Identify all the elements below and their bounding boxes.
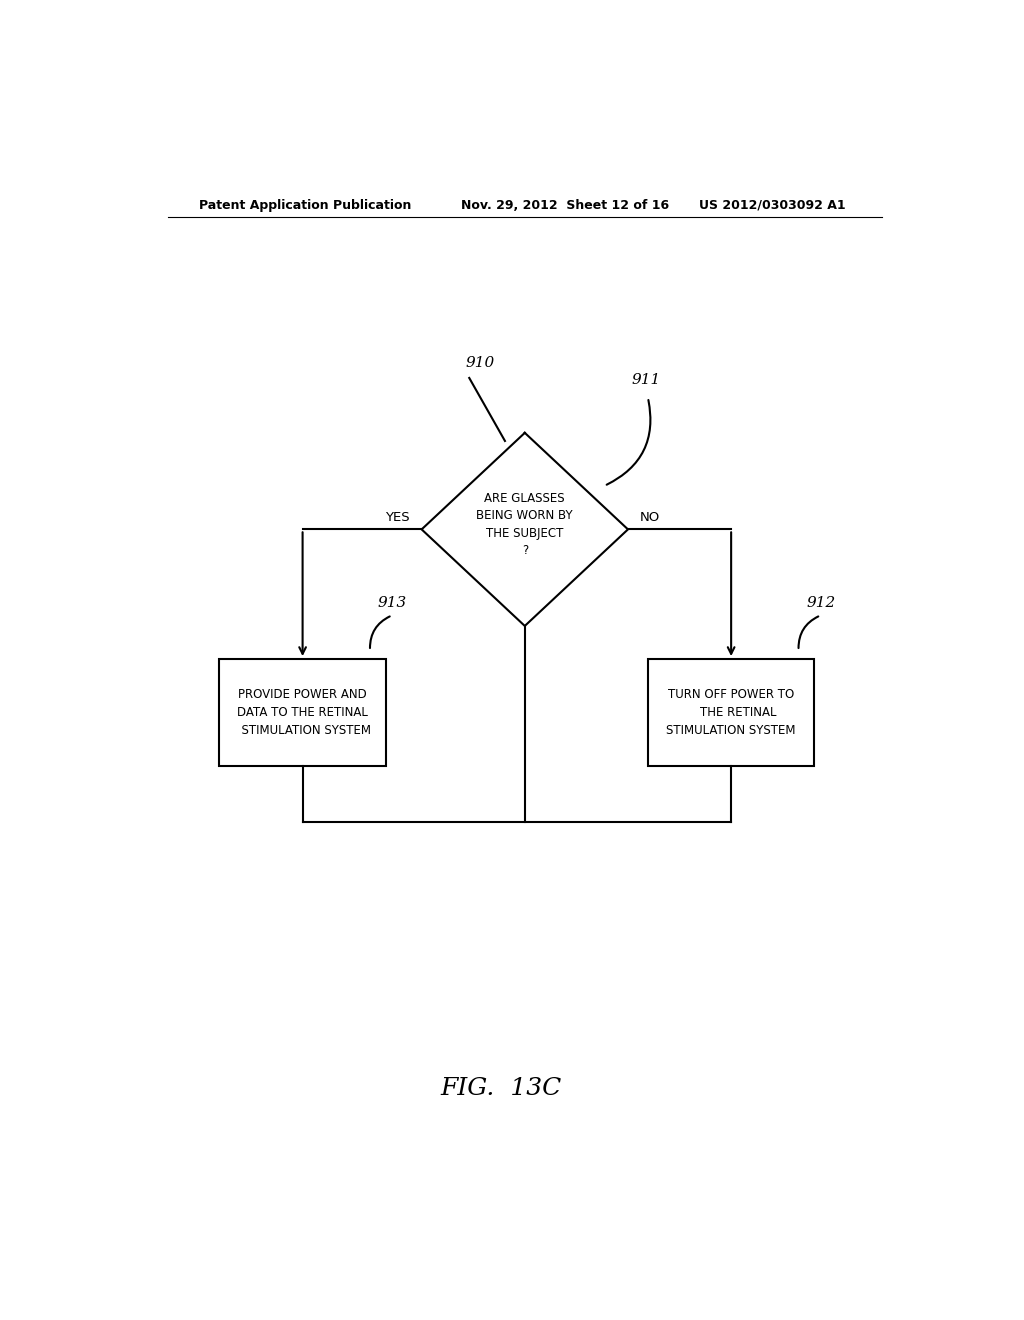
Text: 911: 911 [632, 374, 662, 387]
Text: 912: 912 [807, 597, 836, 610]
Text: PROVIDE POWER AND
DATA TO THE RETINAL
  STIMULATION SYSTEM: PROVIDE POWER AND DATA TO THE RETINAL ST… [234, 688, 371, 737]
Text: YES: YES [385, 511, 410, 524]
Text: Patent Application Publication: Patent Application Publication [200, 198, 412, 211]
Text: TURN OFF POWER TO
    THE RETINAL
STIMULATION SYSTEM: TURN OFF POWER TO THE RETINAL STIMULATIO… [667, 688, 796, 737]
Text: 913: 913 [378, 597, 408, 610]
Text: US 2012/0303092 A1: US 2012/0303092 A1 [699, 198, 846, 211]
Text: ARE GLASSES
BEING WORN BY
THE SUBJECT
?: ARE GLASSES BEING WORN BY THE SUBJECT ? [476, 491, 573, 557]
Text: FIG.  13C: FIG. 13C [440, 1077, 561, 1100]
Text: NO: NO [640, 511, 660, 524]
Bar [648, 659, 814, 766]
Text: Nov. 29, 2012  Sheet 12 of 16: Nov. 29, 2012 Sheet 12 of 16 [461, 198, 670, 211]
Bar [219, 659, 386, 766]
Text: 910: 910 [465, 356, 495, 370]
